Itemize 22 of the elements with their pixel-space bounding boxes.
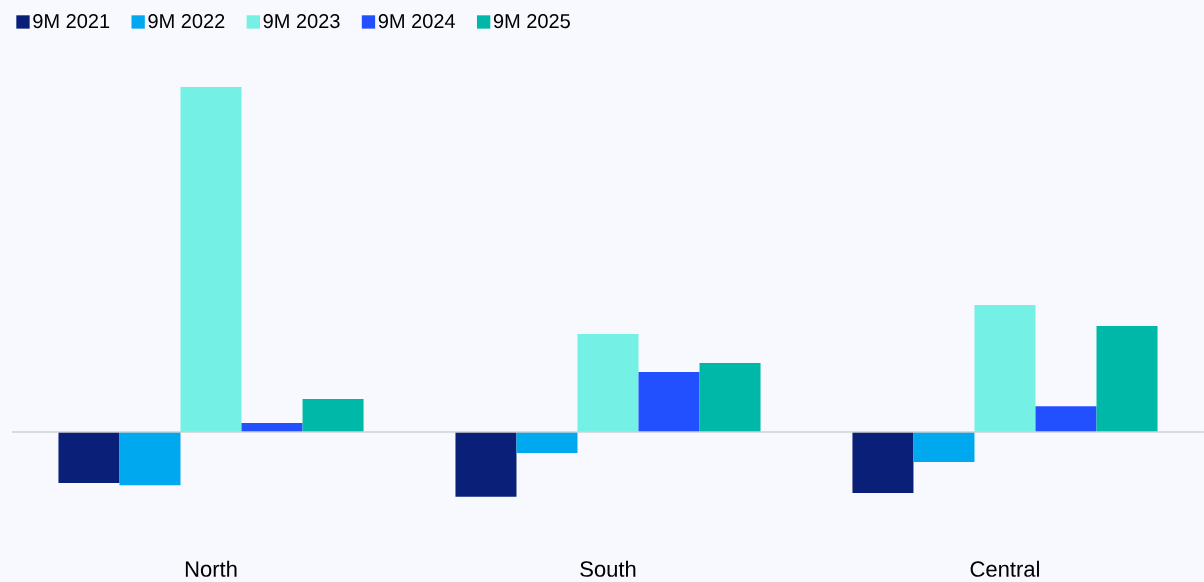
bar (1096, 326, 1158, 432)
bar (119, 432, 181, 486)
legend-label: 9M 2021 (33, 13, 110, 29)
bar (913, 432, 975, 463)
legend-label: 9M 2023 (263, 13, 340, 29)
bar (577, 334, 639, 432)
bar (638, 371, 700, 432)
legend-label: 9M 2025 (493, 13, 570, 29)
bar (1035, 406, 1097, 432)
x-tick-label: South (580, 560, 636, 577)
x-tick-label: North (185, 560, 237, 577)
legend-label: 9M 2024 (378, 13, 456, 29)
legend-label: 9M 2022 (148, 13, 225, 29)
bar (852, 432, 914, 494)
bar (516, 432, 578, 454)
bar (974, 305, 1036, 432)
x-tick-label: Central (970, 560, 1039, 577)
bar (699, 363, 761, 432)
bar (58, 432, 120, 484)
bar (455, 432, 517, 497)
bar (302, 398, 364, 432)
bar (180, 87, 242, 432)
